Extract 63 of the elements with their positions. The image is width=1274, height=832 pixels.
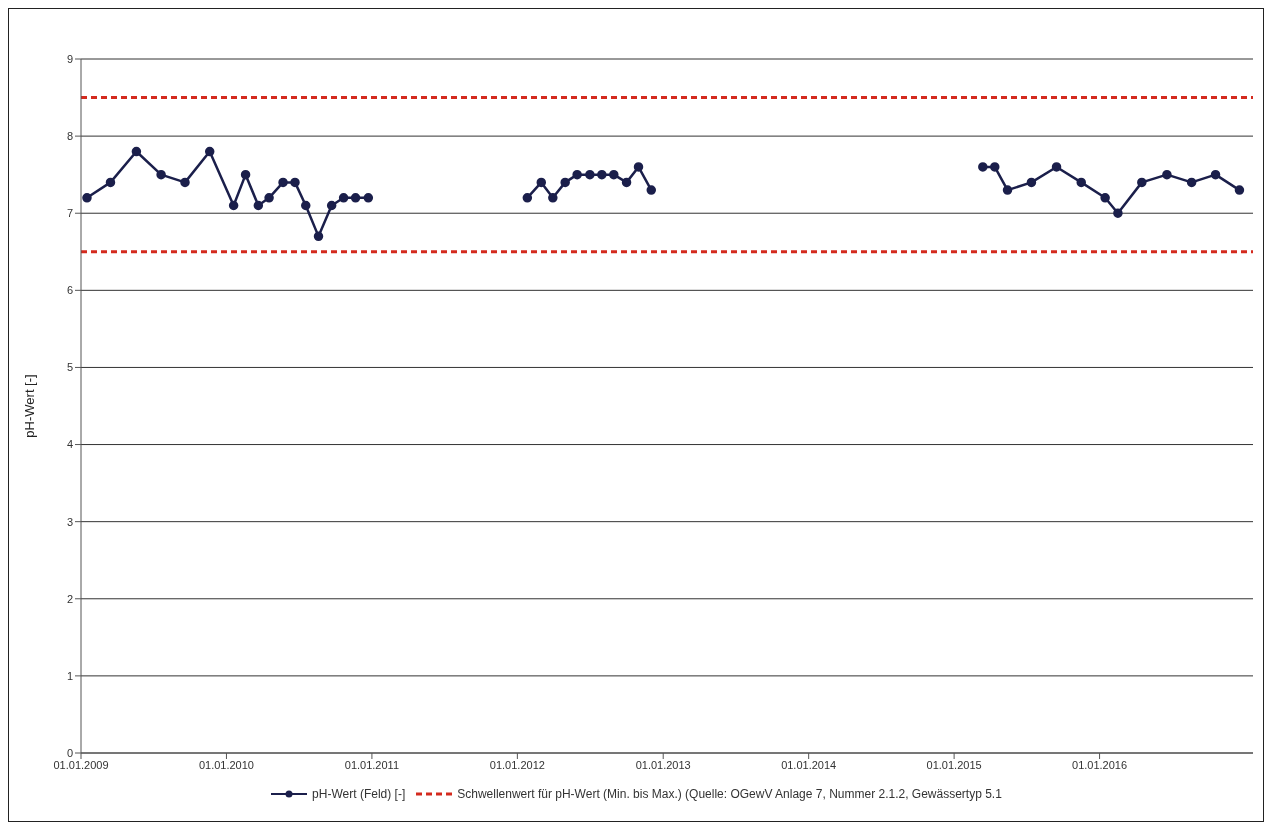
point xyxy=(990,162,1000,172)
point xyxy=(338,193,349,203)
y-axis-title: pH-Wert [-] xyxy=(21,374,37,438)
point xyxy=(290,177,300,188)
point xyxy=(609,169,619,180)
point xyxy=(597,169,607,180)
point xyxy=(572,169,582,180)
point xyxy=(1186,177,1197,188)
point xyxy=(156,169,166,180)
y-tick-label: 5 xyxy=(66,361,73,374)
point xyxy=(621,177,632,188)
x-tick-label: 01.01.2010 xyxy=(198,758,254,771)
point xyxy=(585,169,595,180)
x-tick-label: 01.01.2012 xyxy=(489,758,545,771)
x-tick-label: 01.01.2014 xyxy=(781,758,837,771)
y-tick-label: 1 xyxy=(66,669,73,682)
point xyxy=(978,162,988,172)
point xyxy=(313,231,324,242)
point xyxy=(536,177,547,188)
point xyxy=(228,200,239,211)
point xyxy=(522,193,533,203)
point xyxy=(1026,177,1037,188)
point xyxy=(363,193,374,203)
legend-label: Schwellenwert für pH-Wert (Min. bis Max.) (Quelle: OGewV Anlage 7, Nummer 2.1.2, Gewässertyp 5.1 xyxy=(457,787,1002,801)
point xyxy=(82,193,92,203)
y-tick-label: 7 xyxy=(66,207,73,220)
point xyxy=(1137,177,1147,188)
point xyxy=(1234,185,1245,195)
point xyxy=(633,162,644,172)
point xyxy=(326,200,337,211)
y-tick-label: 9 xyxy=(66,52,73,65)
point xyxy=(1162,169,1172,180)
point xyxy=(1051,162,1062,172)
y-tick-label: 2 xyxy=(66,592,73,605)
point xyxy=(1100,193,1110,203)
x-tick-label: 01.01.2009 xyxy=(53,758,109,771)
y-tick-label: 4 xyxy=(66,438,73,451)
x-tick-label: 01.01.2011 xyxy=(344,758,400,771)
legend-label: pH-Wert (Feld) [-] xyxy=(312,787,406,801)
point xyxy=(646,185,657,195)
point xyxy=(240,169,251,180)
y-tick-label: 0 xyxy=(66,746,73,759)
point xyxy=(204,146,215,157)
point xyxy=(560,177,570,188)
point xyxy=(253,200,264,211)
point xyxy=(1210,169,1221,180)
point xyxy=(264,193,274,203)
point xyxy=(1002,185,1013,195)
y-tick-label: 6 xyxy=(66,284,73,297)
point xyxy=(301,200,311,211)
point xyxy=(548,193,558,203)
point xyxy=(131,146,142,157)
point xyxy=(350,193,361,203)
point xyxy=(180,177,190,188)
point xyxy=(105,177,116,188)
x-tick-label: 01.01.2013 xyxy=(635,758,691,771)
x-tick-label: 01.01.2015 xyxy=(926,758,982,771)
x-tick-label: 01.01.2016 xyxy=(1072,758,1128,771)
y-tick-label: 3 xyxy=(66,515,73,528)
y-tick-label: 8 xyxy=(66,130,73,143)
point xyxy=(278,177,288,188)
point xyxy=(1113,208,1123,218)
point xyxy=(1076,177,1086,188)
